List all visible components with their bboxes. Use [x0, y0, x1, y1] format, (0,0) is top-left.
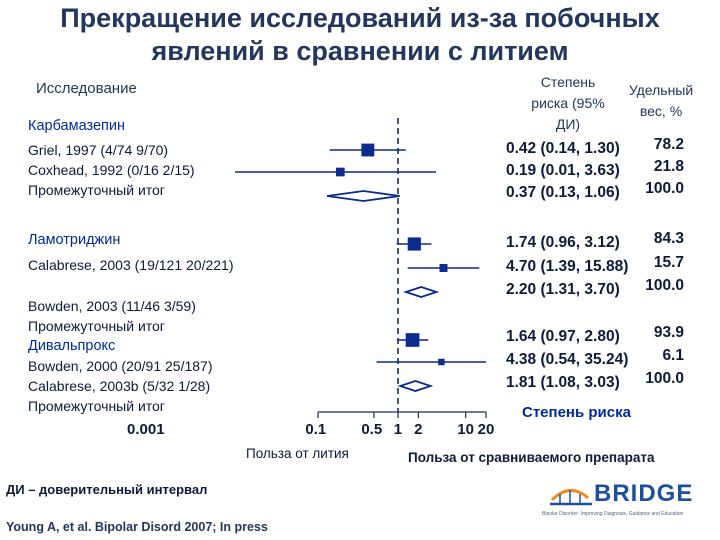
weight-value: 15.7 [653, 254, 684, 271]
ratio-ci-value: 1.81 (1.08, 3.03) [506, 374, 620, 391]
study-label: Calabrese, 2003b (5/32 1/28) [28, 378, 211, 394]
point-estimate-square [438, 358, 445, 366]
weight-value: 84.3 [653, 230, 684, 247]
bridge-logo-mark [550, 489, 592, 506]
ratio-ci-value: 0.37 (0.13, 1.06) [506, 184, 620, 201]
ratio-ci-value: 4.38 (0.54, 35.24) [506, 351, 629, 368]
ratio-ci-value: 2.20 (1.31, 3.70) [506, 281, 620, 298]
x-tick-label: 0.001 [127, 421, 165, 438]
x-tick-label: 0.5 [361, 421, 383, 438]
group-label: Дивальпрокс [28, 338, 116, 354]
subtotal-label: Промежуточный итог [28, 182, 165, 198]
group-label: Ламотриджин [28, 232, 121, 248]
ratio-ci-value: 0.19 (0.01, 3.63) [506, 162, 620, 179]
bridge-logo: BRIDGE Bipolar Disorder: Improving Diagn… [542, 480, 718, 529]
ci-footnote: ДИ – доверительный интервал [6, 482, 208, 497]
group-label: Карбамазепин [28, 118, 125, 134]
x-tick-label: 1 [393, 421, 403, 438]
x-axis-title: Степень риска [522, 404, 631, 421]
study-label: Bowden, 2003 (11/46 3/59) [28, 298, 196, 314]
subtotal-diamond [326, 190, 400, 202]
page-title: Прекращение исследований из-за побочных … [60, 3, 660, 66]
subtotal-diamond [397, 380, 434, 392]
study-label: Calabrese, 2003 (19/121 20/221) [28, 257, 234, 273]
point-estimate-square [405, 333, 420, 347]
point-estimate-square [439, 264, 448, 272]
weight-column-header: Удельный вес, % [628, 82, 694, 119]
citation: Young A, et al. Bipolar Disord 2007; In … [6, 520, 268, 534]
weight-value: 93.9 [653, 324, 684, 341]
weight-value: 78.2 [653, 136, 684, 153]
study-column-header: Исследование [36, 80, 137, 97]
x-tick-label: 2 [414, 421, 423, 438]
ratio-ci-value: 1.64 (0.97, 2.80) [506, 328, 620, 345]
risk-column-header: Степень риска (95% ДИ) [531, 74, 605, 132]
favors-comparator-label: Польза от сравниваемого препарата [408, 450, 655, 465]
x-tick-label: 0.1 [305, 421, 327, 438]
logo-text: BRIDGE [594, 480, 694, 507]
ratio-ci-value: 0.42 (0.14, 1.30) [506, 140, 620, 157]
point-estimate-square [361, 143, 375, 157]
x-tick-label: 10 [457, 421, 474, 438]
ratio-ci-value: 4.70 (1.39, 15.88) [506, 258, 629, 275]
favors-lithium-label: Польза от лития [246, 446, 349, 461]
logo-tagline: Bipolar Disorder: Improving Diagnosis, G… [542, 511, 684, 517]
point-estimate-square [407, 237, 421, 251]
study-label: Coxhead, 1992 (0/16 2/15) [28, 162, 195, 178]
subtotal-label: Промежуточный итог [28, 398, 165, 414]
weight-value: 100.0 [645, 370, 684, 387]
weight-value: 100.0 [645, 277, 684, 294]
ratio-ci-value: 1.74 (0.96, 3.12) [506, 234, 620, 251]
x-tick-label: 20 [477, 421, 495, 438]
study-label: Griel, 1997 (4/74 9/70) [28, 142, 169, 158]
study-label: Bowden, 2000 (20/91 25/187) [28, 358, 213, 374]
subtotal-diamond [403, 286, 440, 298]
point-estimate-square [335, 167, 345, 177]
weight-value: 6.1 [662, 347, 684, 364]
weight-value: 100.0 [645, 180, 684, 197]
subtotal-label: Промежуточный итог [28, 318, 165, 334]
weight-value: 21.8 [653, 158, 684, 175]
